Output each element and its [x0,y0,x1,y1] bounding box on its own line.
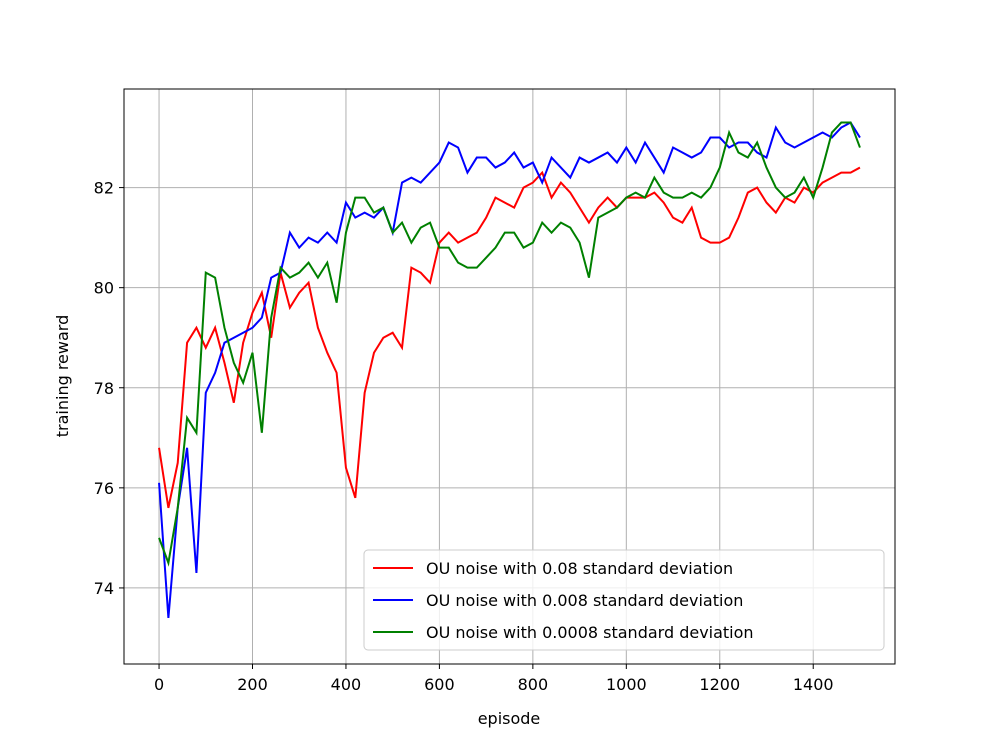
y-tick-label: 74 [94,579,114,598]
line-series [158,121,861,567]
plot-frame [123,88,896,665]
x-tick-label: 1200 [699,675,740,694]
y-tick-label: 76 [94,479,114,498]
legend-label: OU noise with 0.0008 standard deviation [426,623,754,642]
y-tick-label: 82 [94,179,114,198]
legend-label: OU noise with 0.08 standard deviation [426,559,733,578]
legend-label: OU noise with 0.008 standard deviation [426,591,743,610]
y-tick-label: 78 [94,379,114,398]
line-series [158,166,861,509]
x-tick-label: 400 [331,675,362,694]
x-tick-label: 600 [424,675,455,694]
line-series [158,121,861,619]
x-tick-label: 1400 [793,675,834,694]
x-tick-label: 800 [518,675,549,694]
y-tick-label: 80 [94,279,114,298]
x-tick-label: 200 [237,675,268,694]
y-axis-label: training reward [53,315,72,437]
x-tick-label: 0 [154,675,164,694]
x-axis-label: episode [478,709,541,728]
x-tick-label: 1000 [606,675,647,694]
legend-box [363,549,885,651]
